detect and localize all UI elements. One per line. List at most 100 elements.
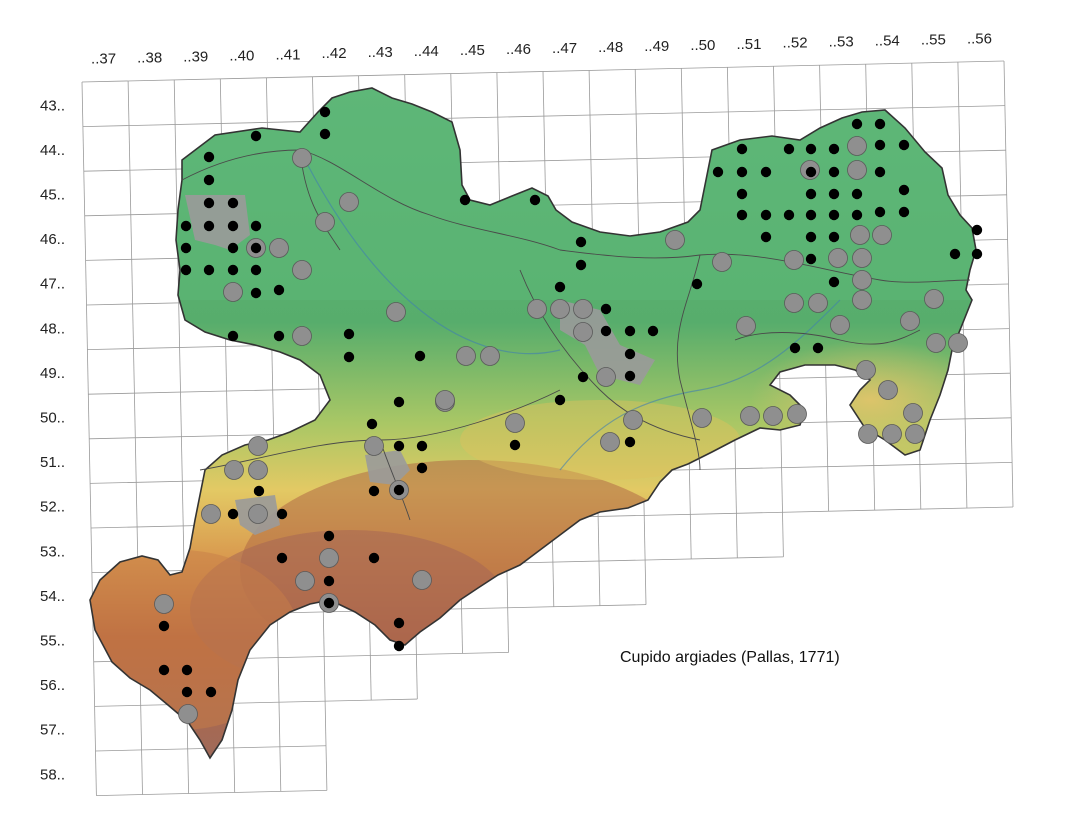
historic-record-dot	[787, 404, 807, 424]
recent-record-dot	[805, 231, 817, 243]
recent-record-dot	[712, 166, 724, 178]
row-label: 49..	[40, 365, 65, 382]
recent-record-dot	[203, 151, 215, 163]
row-label: 45..	[40, 187, 65, 204]
recent-record-dot	[789, 342, 801, 354]
recent-record-dot	[227, 508, 239, 520]
recent-record-dot	[273, 284, 285, 296]
recent-record-dot	[393, 440, 405, 452]
column-label: ..53	[829, 34, 854, 51]
recent-record-dot	[253, 485, 265, 497]
recent-record-dot	[898, 139, 910, 151]
recent-record-dot	[323, 575, 335, 587]
recent-record-dot	[805, 209, 817, 221]
historic-record-dot	[339, 192, 359, 212]
recent-record-dot	[180, 220, 192, 232]
historic-record-dot	[248, 436, 268, 456]
recent-record-dot	[575, 236, 587, 248]
recent-record-dot	[393, 640, 405, 652]
recent-record-dot	[898, 206, 910, 218]
recent-record-dot	[736, 166, 748, 178]
historic-record-dot	[269, 238, 289, 258]
column-label: ..47	[552, 40, 577, 57]
recent-record-dot	[276, 508, 288, 520]
recent-record-dot	[250, 220, 262, 232]
column-label: ..41	[275, 46, 300, 63]
column-label: ..51	[736, 36, 761, 53]
historic-record-dot	[852, 290, 872, 310]
column-label: ..42	[322, 45, 347, 62]
column-label: ..45	[460, 42, 485, 59]
recent-record-dot	[898, 184, 910, 196]
column-label: ..49	[644, 38, 669, 55]
historic-record-dot	[856, 360, 876, 380]
column-label: ..46	[506, 41, 531, 58]
historic-record-dot	[830, 315, 850, 335]
recent-record-dot	[828, 276, 840, 288]
recent-record-dot	[971, 248, 983, 260]
historic-records	[154, 136, 968, 724]
historic-record-dot	[924, 289, 944, 309]
recent-record-dot	[624, 370, 636, 382]
historic-record-dot	[878, 380, 898, 400]
row-label: 58..	[40, 766, 65, 783]
historic-record-dot	[872, 225, 892, 245]
recent-record-dot	[828, 143, 840, 155]
recent-record-dot	[227, 197, 239, 209]
recent-record-dot	[203, 197, 215, 209]
column-labels: ..37 ..38 ..39 ..40 ..41 ..42 ..43 ..44 ..45 ..46…	[91, 31, 992, 68]
recent-record-dot	[180, 242, 192, 254]
species-label: Cupido argiades (Pallas, 1771)	[620, 649, 840, 666]
historic-record-dot	[248, 504, 268, 524]
historic-record-dot	[435, 390, 455, 410]
grid-col-line	[81, 81, 97, 796]
column-label: ..39	[183, 48, 208, 65]
historic-record-dot	[386, 302, 406, 322]
historic-record-dot	[292, 260, 312, 280]
recent-record-dot	[805, 188, 817, 200]
historic-record-dot	[828, 248, 848, 268]
recent-record-dot	[205, 686, 217, 698]
row-label: 53..	[40, 543, 65, 560]
historic-record-dot	[847, 136, 867, 156]
historic-record-dot	[808, 293, 828, 313]
column-label: ..40	[229, 47, 254, 64]
recent-record-dot	[273, 330, 285, 342]
recent-record-dot	[851, 188, 863, 200]
recent-record-dot	[760, 231, 772, 243]
historic-record-dot	[178, 704, 198, 724]
recent-record-dot	[250, 264, 262, 276]
historic-record-dot	[154, 594, 174, 614]
row-label: 55..	[40, 633, 65, 650]
row-label: 47..	[40, 276, 65, 293]
historic-record-dot	[905, 424, 925, 444]
recent-record-dot	[828, 209, 840, 221]
row-label: 48..	[40, 320, 65, 337]
recent-record-dot	[805, 253, 817, 265]
historic-record-dot	[319, 548, 339, 568]
column-label: ..50	[690, 37, 715, 54]
recent-record-dot	[575, 259, 587, 271]
historic-record-dot	[573, 322, 593, 342]
recent-record-dot	[874, 139, 886, 151]
historic-record-dot	[784, 250, 804, 270]
recent-record-dot	[181, 664, 193, 676]
recent-record-dot	[805, 166, 817, 178]
historic-record-dot	[882, 424, 902, 444]
historic-record-dot	[456, 346, 476, 366]
recent-record-dot	[414, 350, 426, 362]
grid-row-line	[94, 698, 418, 707]
row-label: 46..	[40, 231, 65, 248]
recent-record-dot	[227, 242, 239, 254]
recent-record-dot	[509, 439, 521, 451]
recent-record-dot	[319, 106, 331, 118]
recent-record-dot	[203, 220, 215, 232]
row-label: 56..	[40, 677, 65, 694]
historic-record-dot	[480, 346, 500, 366]
column-label: ..38	[137, 49, 162, 66]
historic-record-dot	[736, 316, 756, 336]
historic-record-dot	[600, 432, 620, 452]
historic-record-dot	[740, 406, 760, 426]
recent-record-dot	[203, 174, 215, 186]
historic-record-dot	[573, 299, 593, 319]
